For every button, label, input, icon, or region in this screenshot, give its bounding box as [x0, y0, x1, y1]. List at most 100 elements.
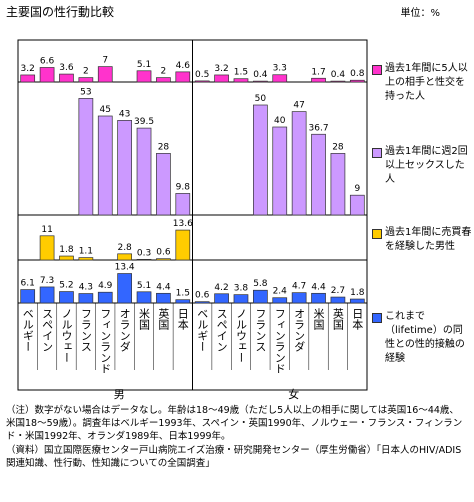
value-label: 6.6	[40, 56, 55, 66]
x-tick-label: フィンランド	[273, 308, 286, 374]
bar	[194, 301, 210, 304]
value-label: 53	[80, 87, 91, 97]
x-tick-label: スペイン	[215, 308, 228, 352]
x-tick-label: 日本	[351, 308, 364, 331]
value-label: 2.4	[273, 287, 288, 297]
value-label: 7.3	[40, 276, 54, 286]
bar	[253, 104, 268, 216]
value-label: 1.1	[79, 247, 93, 257]
value-label: 13.6	[173, 219, 193, 229]
value-label: 0.4	[253, 70, 268, 80]
x-tick-label: 米国	[312, 308, 325, 331]
group-label: 男	[114, 388, 125, 400]
bar	[330, 296, 346, 304]
value-label: 4.6	[176, 61, 191, 71]
legend-label: 過去1年間に売買春を経験した男性	[385, 227, 472, 252]
value-label: 47	[293, 101, 304, 111]
bar	[156, 292, 171, 304]
value-label: 0.8	[350, 69, 365, 79]
legend-label: 過去1年間に5人以上の相手と性交を持った人	[385, 63, 468, 102]
bar	[175, 71, 191, 83]
x-tick-label: 英国	[331, 307, 344, 331]
legend-item: これまで（lifetime）の同性との性的接触の経験	[372, 310, 472, 366]
value-label: 5.1	[137, 281, 151, 291]
x-tick-label: オランダ	[118, 308, 131, 352]
bar	[291, 292, 307, 304]
value-label: 1.5	[176, 289, 190, 299]
bar	[253, 80, 268, 83]
value-label: 0.5	[195, 70, 209, 80]
value-label: 9	[354, 184, 360, 194]
bar	[39, 235, 55, 261]
bar	[311, 133, 326, 216]
bar	[233, 78, 249, 83]
bar	[136, 258, 152, 261]
bar	[117, 253, 132, 261]
bar	[349, 194, 365, 216]
bar	[194, 80, 210, 83]
bar	[272, 74, 288, 83]
bar	[39, 67, 55, 83]
value-label: 0.6	[156, 248, 171, 258]
chart: 主要国の性行動比較 単位：% 3.2 6.6 3.6 2 7 5.1 2 4.6 0.5 3.2 1…	[6, 4, 440, 400]
x-tick-label: 日本	[176, 308, 189, 331]
x-tick-label: ベルギー	[21, 308, 34, 352]
value-label: 1.8	[59, 245, 74, 255]
x-tick-label: ベルギー	[196, 308, 209, 352]
bar	[175, 229, 191, 261]
x-tick-label: オランダ	[293, 308, 306, 352]
bar	[253, 289, 268, 304]
x-tick-label: 米国	[138, 308, 151, 331]
bar	[156, 153, 171, 216]
bar	[78, 98, 94, 216]
value-label: 0.4	[331, 70, 346, 80]
bar	[78, 77, 94, 83]
bar	[349, 79, 365, 83]
value-label: 28	[158, 142, 170, 152]
bar	[311, 77, 326, 83]
bar	[272, 126, 288, 216]
legend-item: 過去1年間に売買春を経験した男性	[372, 226, 472, 254]
bar	[117, 120, 132, 216]
legend-swatch	[372, 313, 382, 323]
value-label: 2.7	[331, 286, 345, 296]
value-label: 45	[100, 105, 111, 115]
bar	[97, 115, 113, 216]
value-label: 1.5	[234, 68, 248, 78]
value-label: 3.2	[214, 64, 228, 74]
value-label: 43	[119, 109, 130, 119]
bar	[136, 70, 152, 83]
x-tick-label: フランス	[254, 308, 267, 352]
bar	[291, 111, 307, 216]
value-label: 40	[274, 116, 286, 126]
value-label: 3.6	[59, 63, 74, 73]
bar	[214, 293, 229, 304]
value-label: 2.8	[117, 243, 132, 253]
bar	[349, 298, 365, 304]
legend-swatch	[372, 65, 382, 75]
bar	[78, 257, 94, 261]
bar	[330, 80, 346, 83]
value-label: 28	[332, 142, 344, 152]
value-label: 13.4	[115, 263, 135, 273]
bar	[330, 153, 346, 216]
bar	[117, 273, 132, 304]
bar	[214, 74, 229, 83]
legend-swatch	[372, 148, 382, 158]
bar	[233, 294, 249, 304]
bar	[175, 299, 191, 304]
bar	[59, 255, 74, 261]
value-label: 1.8	[350, 288, 365, 298]
bar	[59, 73, 74, 83]
x-tick-label: フランス	[79, 308, 92, 352]
value-label: 39.5	[134, 117, 154, 127]
legend-label: これまで（lifetime）の同性との性的接触の経験	[385, 311, 465, 364]
legend-item: 過去1年間に週2回以上セックスした人	[372, 145, 472, 187]
value-label: 4.7	[292, 282, 306, 292]
bar	[97, 66, 113, 83]
value-label: 2	[161, 67, 167, 77]
bar	[156, 77, 171, 83]
bar	[20, 289, 36, 304]
value-label: 4.9	[98, 281, 113, 291]
value-label: 4.4	[311, 282, 326, 292]
